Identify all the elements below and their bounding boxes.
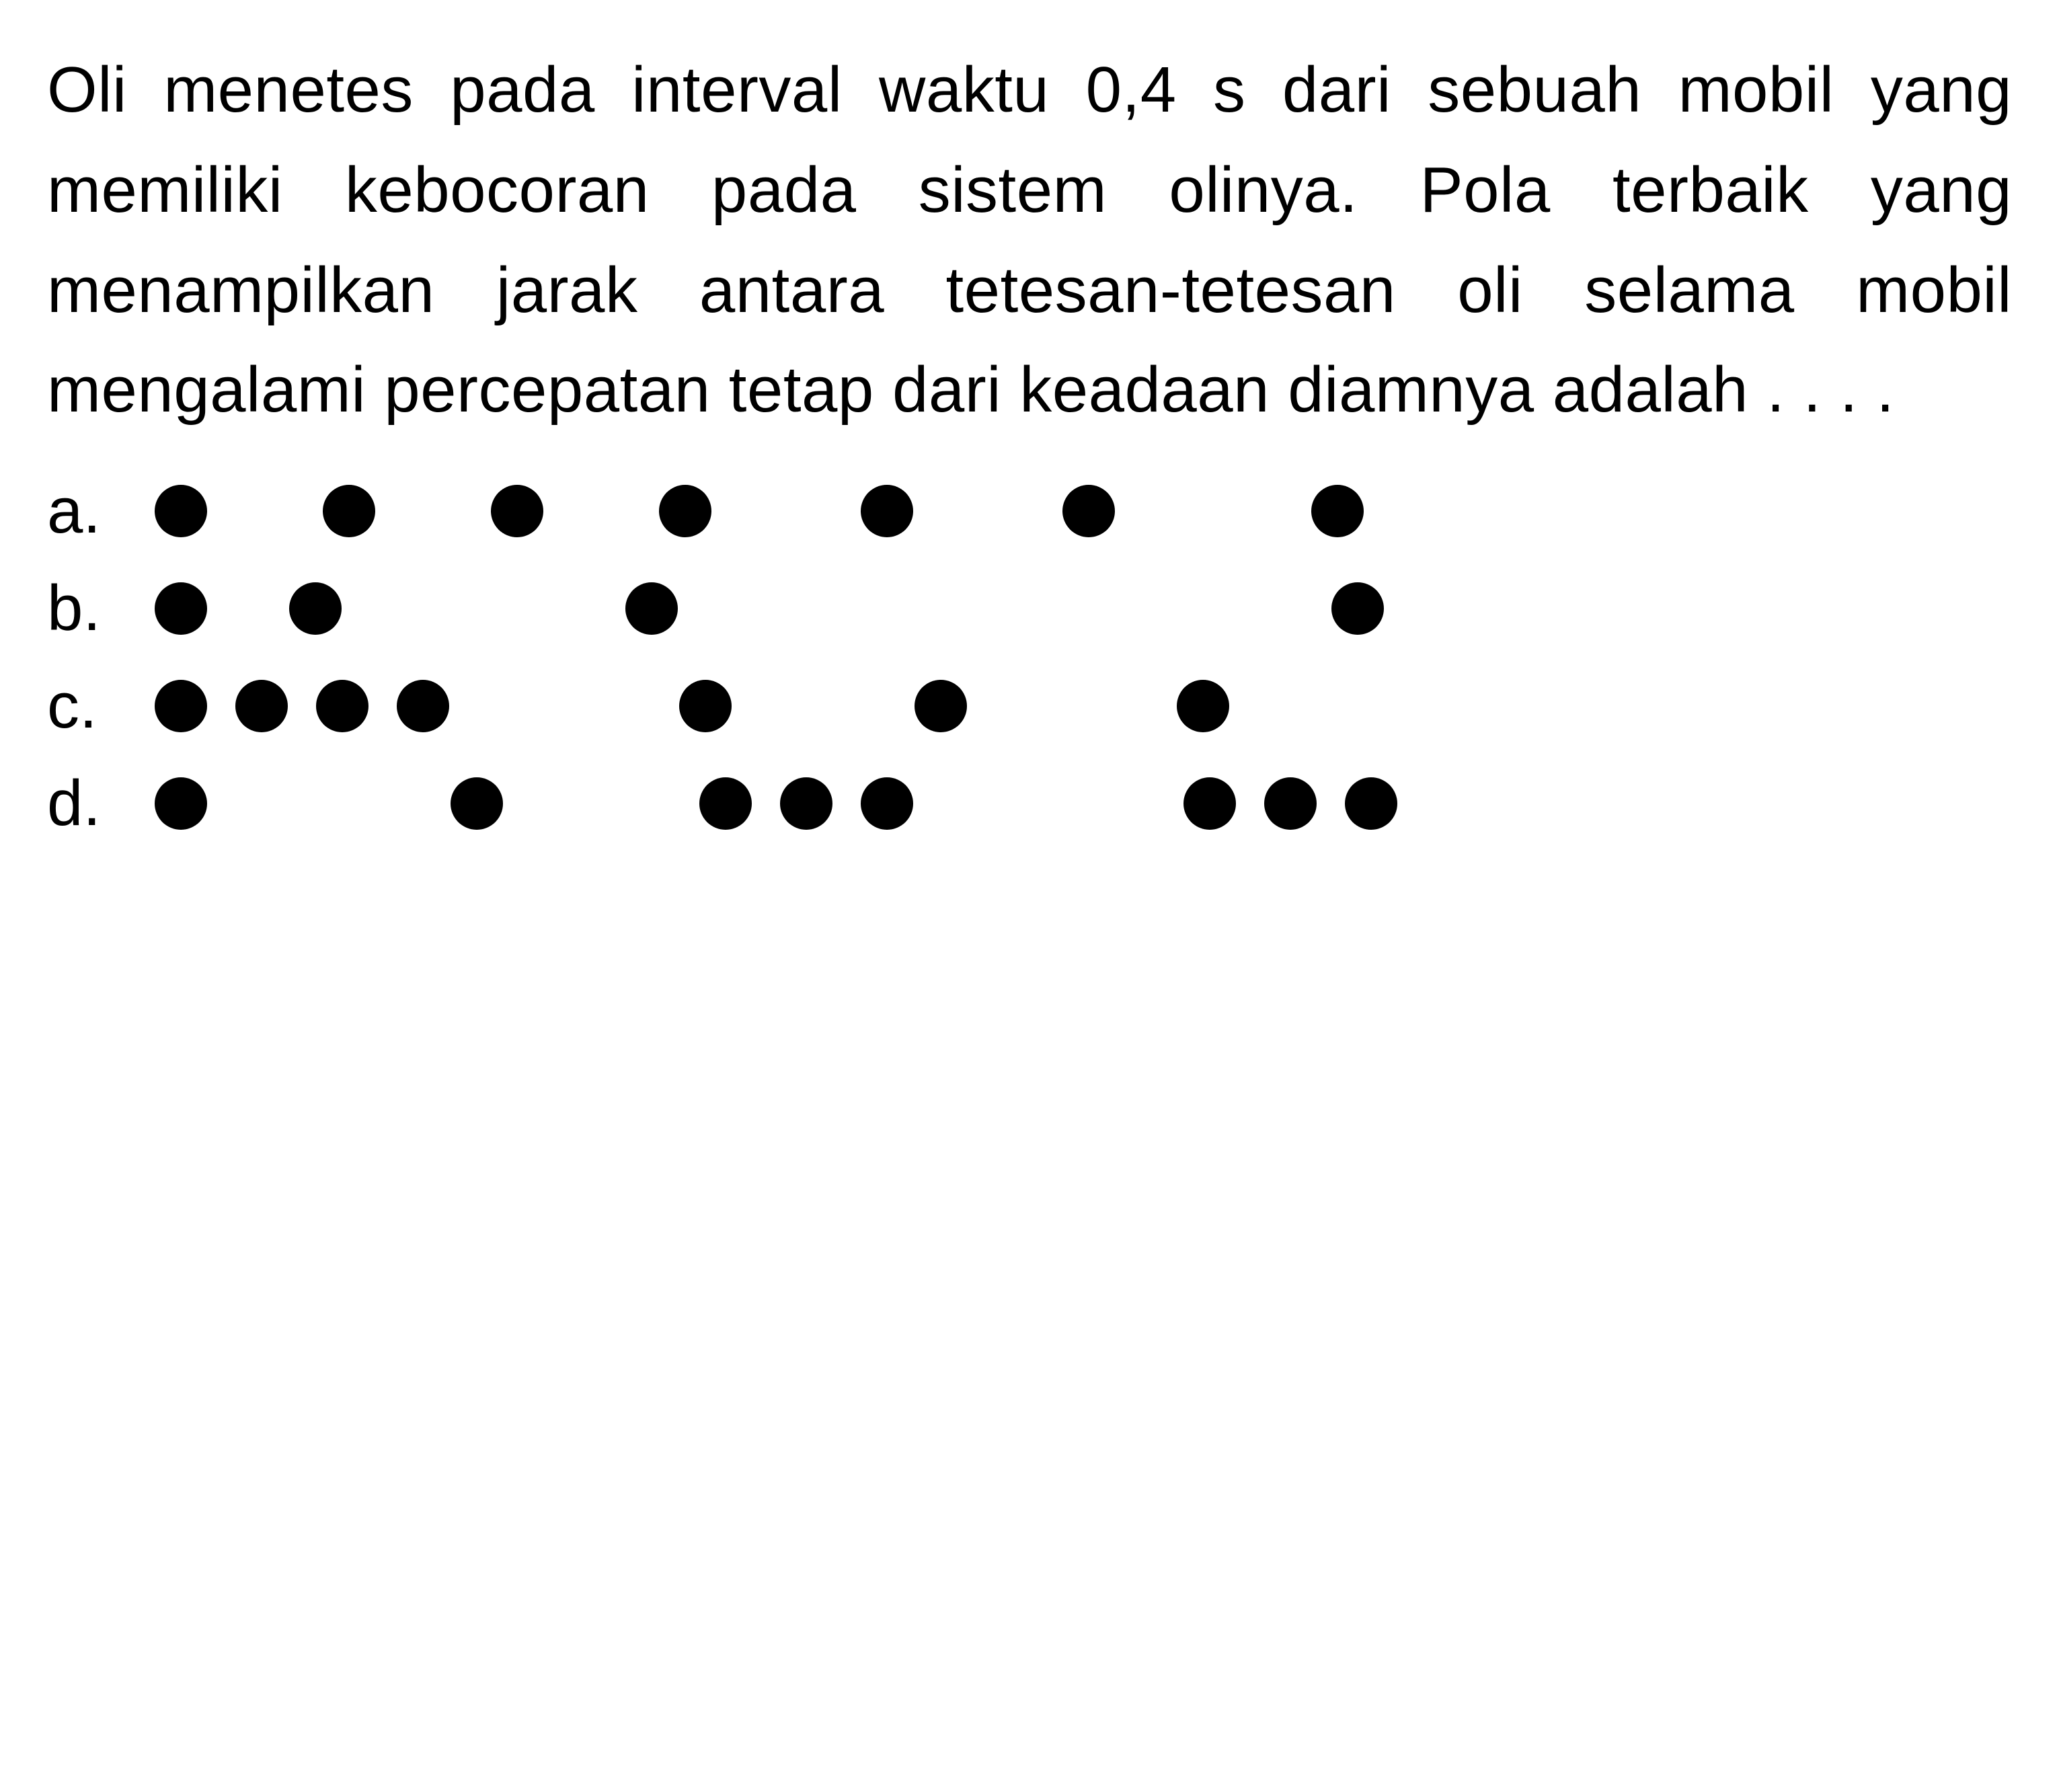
- option-label-d: d.: [47, 767, 155, 841]
- dot-icon: [155, 777, 207, 830]
- dot-icon: [1264, 777, 1317, 830]
- dot-icon: [397, 680, 449, 732]
- option-c: c.: [47, 669, 2012, 743]
- dot-icon: [1177, 680, 1229, 732]
- question-text: Oli menetes pada interval waktu 0,4 s da…: [47, 40, 2012, 440]
- option-label-a: a.: [47, 474, 155, 548]
- dot-icon: [155, 485, 207, 537]
- dots-pattern-c: [155, 679, 1634, 733]
- dot-icon: [451, 777, 503, 830]
- dot-icon: [235, 680, 288, 732]
- dot-icon: [155, 680, 207, 732]
- dot-icon: [861, 777, 913, 830]
- options-container: a. b. c. d.: [47, 474, 2012, 841]
- dot-icon: [1183, 777, 1236, 830]
- dots-pattern-a: [155, 484, 1634, 538]
- dot-icon: [1311, 485, 1364, 537]
- dots-pattern-b: [155, 582, 1634, 635]
- dot-icon: [155, 582, 207, 635]
- dot-icon: [679, 680, 732, 732]
- dot-icon: [861, 485, 913, 537]
- dot-icon: [1062, 485, 1115, 537]
- dot-icon: [323, 485, 375, 537]
- dots-pattern-d: [155, 777, 1634, 830]
- dot-icon: [699, 777, 752, 830]
- dot-icon: [316, 680, 368, 732]
- option-label-b: b.: [47, 572, 155, 646]
- option-a: a.: [47, 474, 2012, 548]
- option-label-c: c.: [47, 669, 155, 743]
- option-b: b.: [47, 572, 2012, 646]
- dot-icon: [780, 777, 832, 830]
- dot-icon: [1345, 777, 1397, 830]
- dot-icon: [491, 485, 543, 537]
- dot-icon: [625, 582, 678, 635]
- dot-icon: [1331, 582, 1384, 635]
- dot-icon: [289, 582, 342, 635]
- dot-icon: [915, 680, 967, 732]
- dot-icon: [659, 485, 711, 537]
- option-d: d.: [47, 767, 2012, 841]
